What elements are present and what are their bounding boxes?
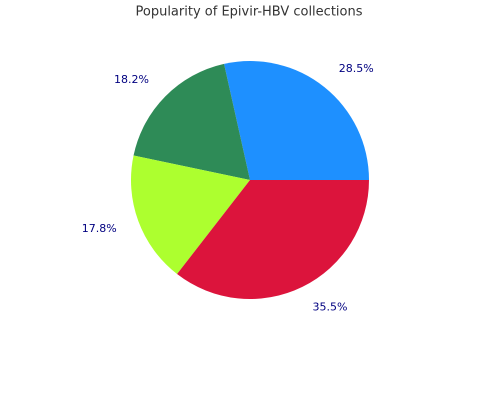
pie-slice — [177, 180, 369, 300]
pie-slice — [131, 155, 250, 275]
pie-slice — [133, 63, 250, 180]
data-label: 17.8% — [82, 222, 117, 235]
data-label: 18.2% — [114, 73, 149, 86]
pie-slice — [224, 60, 369, 180]
chart-title: Popularity of Epivir-HBV collections — [136, 5, 363, 20]
data-label: 28.5% — [339, 62, 374, 75]
data-label: 35.5% — [312, 301, 347, 314]
